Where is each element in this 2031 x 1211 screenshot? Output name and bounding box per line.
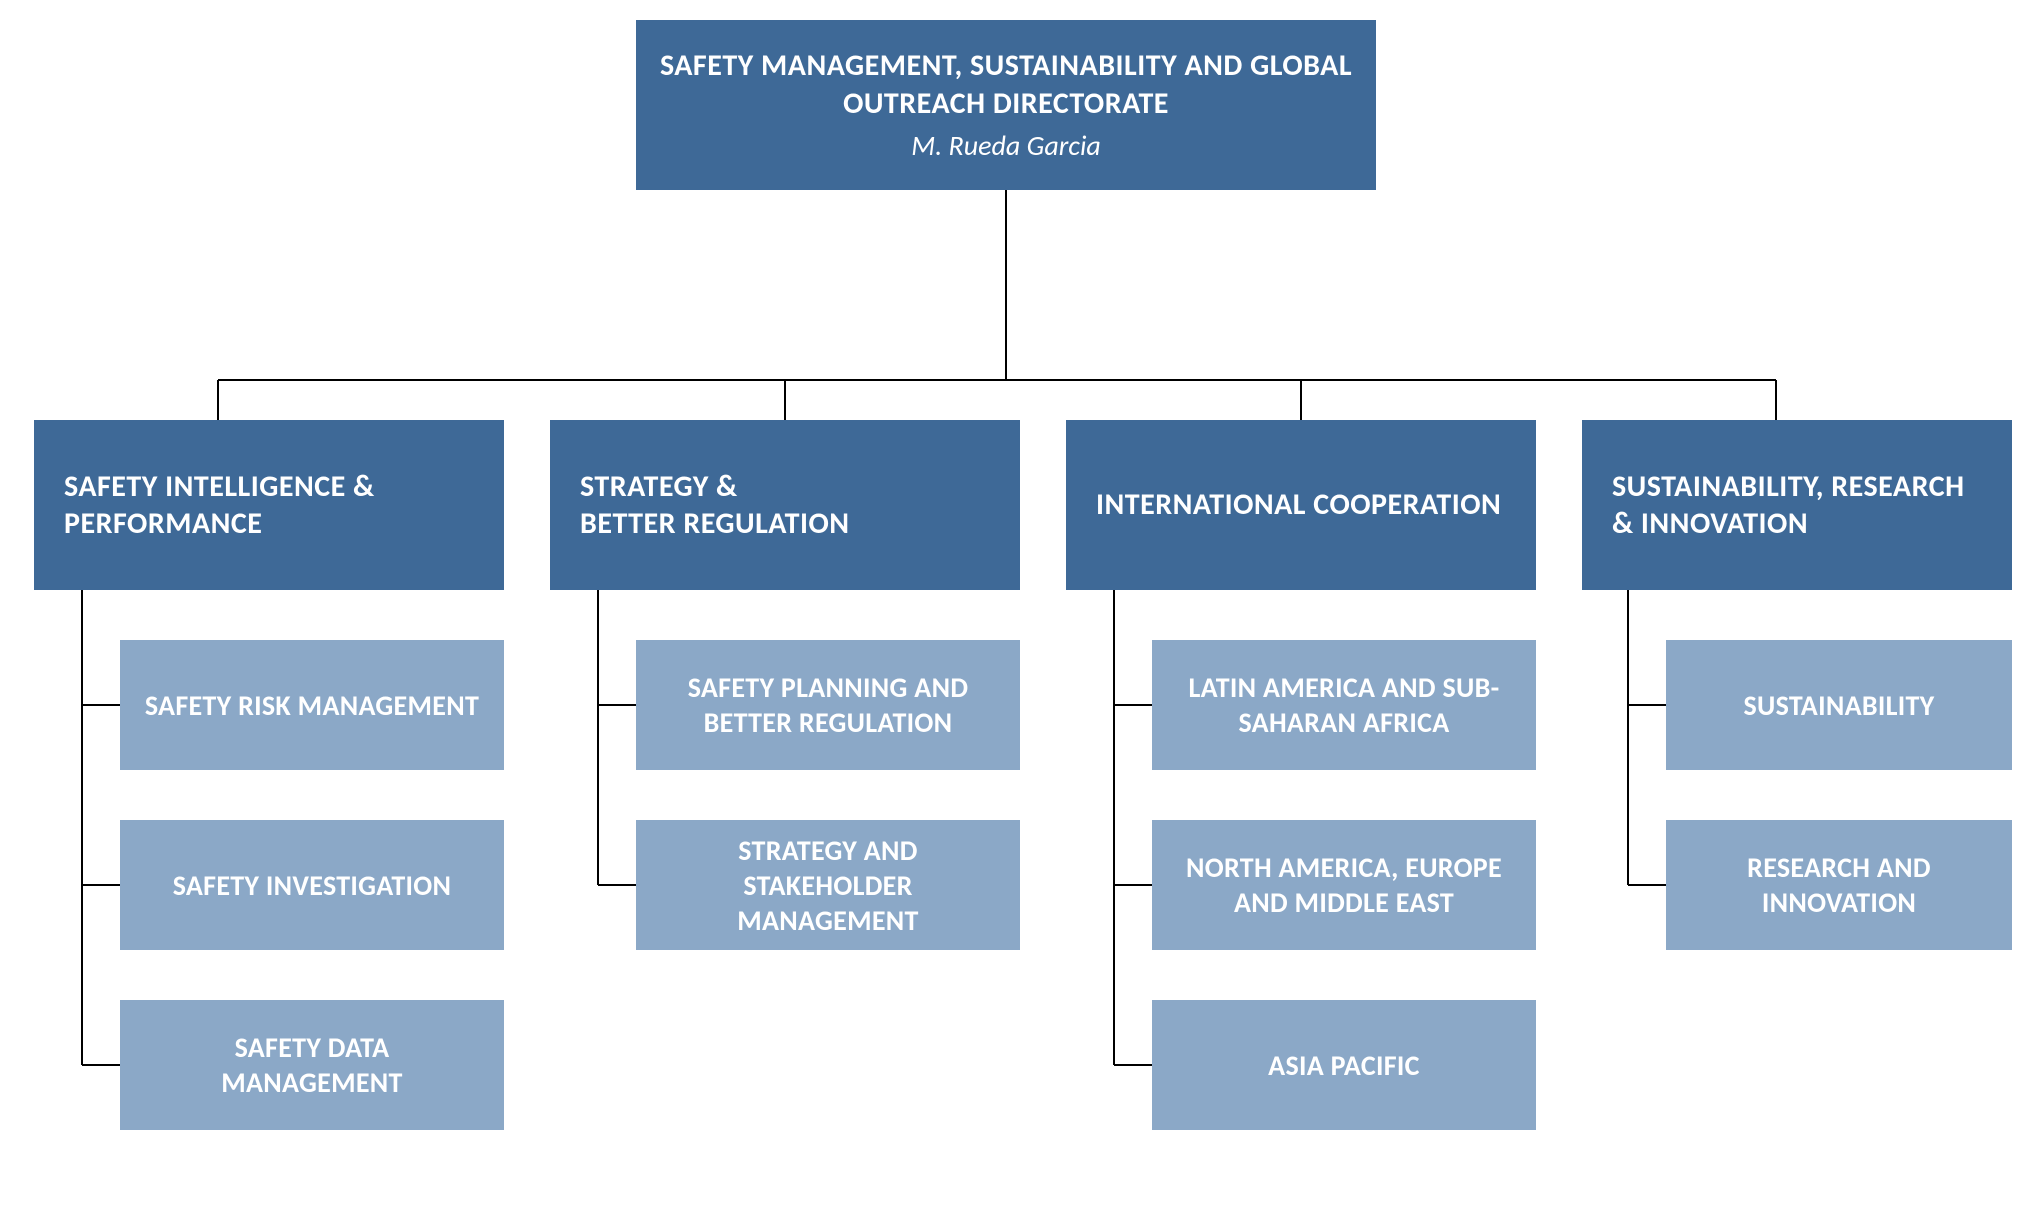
sub-safety-planning: SAFETY PLANNING AND BETTER REGULATION xyxy=(636,640,1020,770)
sub-na-europe-me: NORTH AMERICA, EUROPE AND MIDDLE EAST xyxy=(1152,820,1536,950)
sub-asia-pacific: ASIA PACIFIC xyxy=(1152,1000,1536,1130)
sub-title: SAFETY DATA MANAGEMENT xyxy=(142,1030,482,1100)
org-chart: SAFETY MANAGEMENT, SUSTAINABILITY AND GL… xyxy=(0,0,2031,1211)
dept-safety-intelligence: SAFETY INTELLIGENCE & PERFORMANCE xyxy=(34,420,504,590)
sub-sustainability: SUSTAINABILITY xyxy=(1666,640,2012,770)
sub-strategy-stakeholder: STRATEGY AND STAKEHOLDER MANAGEMENT xyxy=(636,820,1020,950)
root-node: SAFETY MANAGEMENT, SUSTAINABILITY AND GL… xyxy=(636,20,1376,190)
sub-title: SUSTAINABILITY xyxy=(1743,688,1934,723)
sub-safety-risk: SAFETY RISK MANAGEMENT xyxy=(120,640,504,770)
sub-title: ASIA PACIFIC xyxy=(1268,1048,1420,1083)
root-subtitle: M. Rueda Garcia xyxy=(911,128,1101,163)
dept-title: STRATEGY &BETTER REGULATION xyxy=(580,468,990,543)
sub-title: SAFETY RISK MANAGEMENT xyxy=(145,688,479,723)
sub-title: SAFETY PLANNING AND BETTER REGULATION xyxy=(658,670,998,740)
dept-title: SAFETY INTELLIGENCE & PERFORMANCE xyxy=(64,468,474,543)
dept-international-cooperation: INTERNATIONAL COOPERATION xyxy=(1066,420,1536,590)
dept-sustainability-research: SUSTAINABILITY, RESEARCH& INNOVATION xyxy=(1582,420,2012,590)
sub-title: STRATEGY AND STAKEHOLDER MANAGEMENT xyxy=(658,833,998,938)
dept-title: SUSTAINABILITY, RESEARCH& INNOVATION xyxy=(1612,468,1982,543)
sub-title: LATIN AMERICA AND SUB-SAHARAN AFRICA xyxy=(1174,670,1514,740)
sub-research-innovation: RESEARCH AND INNOVATION xyxy=(1666,820,2012,950)
dept-title: INTERNATIONAL COOPERATION xyxy=(1096,486,1506,524)
dept-strategy-regulation: STRATEGY &BETTER REGULATION xyxy=(550,420,1020,590)
sub-latin-africa: LATIN AMERICA AND SUB-SAHARAN AFRICA xyxy=(1152,640,1536,770)
sub-safety-data: SAFETY DATA MANAGEMENT xyxy=(120,1000,504,1130)
sub-title: NORTH AMERICA, EUROPE AND MIDDLE EAST xyxy=(1174,850,1514,920)
sub-safety-investigation: SAFETY INVESTIGATION xyxy=(120,820,504,950)
sub-title: SAFETY INVESTIGATION xyxy=(173,868,452,903)
sub-title: RESEARCH AND INNOVATION xyxy=(1688,850,1990,920)
root-title: SAFETY MANAGEMENT, SUSTAINABILITY AND GL… xyxy=(658,47,1354,122)
